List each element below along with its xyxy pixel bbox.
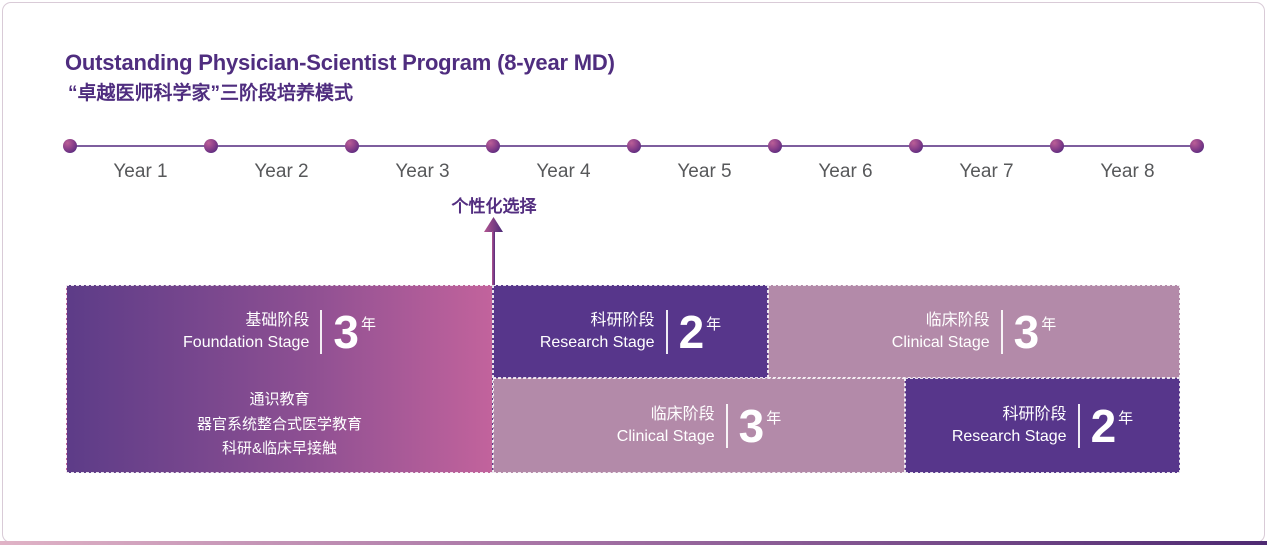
research-stage-top-block: 科研阶段 Research Stage 2 年 bbox=[493, 285, 768, 378]
timeline-dot bbox=[1050, 139, 1064, 153]
stage-divider bbox=[1077, 403, 1080, 448]
research-stage-top-label: 科研阶段 Research Stage 2 年 bbox=[494, 286, 767, 377]
page-title: Outstanding Physician-Scientist Program … bbox=[65, 50, 615, 75]
foundation-stage-details: 通识教育 器官系统整合式医学教育 科研&临床早接触 bbox=[197, 388, 362, 462]
research-stage-bottom-block: 科研阶段 Research Stage 2 年 bbox=[905, 378, 1180, 473]
clinical-stage-bottom-label: 临床阶段 Clinical Stage 3 年 bbox=[494, 379, 904, 472]
timeline-dot bbox=[204, 139, 218, 153]
stage-name-text: 临床阶段 Clinical Stage bbox=[892, 310, 990, 353]
year-label-6: Year 6 bbox=[818, 161, 873, 182]
stage-duration: 2 年 bbox=[679, 309, 722, 355]
stage-duration-unit: 年 bbox=[1118, 409, 1134, 427]
timeline-dot bbox=[909, 139, 923, 153]
stage-duration: 3 年 bbox=[739, 403, 782, 449]
personalized-choice-label: 个性化选择 bbox=[451, 197, 537, 216]
stage-name-en: Foundation Stage bbox=[183, 334, 310, 351]
stage-duration: 2 年 bbox=[1091, 403, 1134, 449]
stage-duration-unit: 年 bbox=[706, 315, 722, 333]
foundation-stage-label: 基础阶段 Foundation Stage 3 年 bbox=[67, 286, 492, 378]
foundation-detail-line: 通识教育 bbox=[249, 390, 310, 408]
stage-name-cn: 科研阶段 bbox=[590, 311, 655, 329]
arrow-up-icon bbox=[484, 217, 503, 232]
timeline-dot bbox=[627, 139, 641, 153]
year-label-4: Year 4 bbox=[536, 161, 591, 182]
timeline-dot bbox=[1190, 139, 1204, 153]
bottom-gradient-bar bbox=[0, 541, 1267, 545]
year-label-8: Year 8 bbox=[1100, 161, 1155, 182]
year-label-1: Year 1 bbox=[113, 161, 168, 182]
stage-name-cn: 临床阶段 bbox=[925, 311, 990, 329]
timeline-dot bbox=[486, 139, 500, 153]
stage-name-en: Clinical Stage bbox=[616, 427, 715, 445]
stage-duration: 3 年 bbox=[333, 309, 376, 355]
stage-duration-number: 3 bbox=[738, 399, 765, 452]
stage-name-text: 基础阶段 Foundation Stage bbox=[183, 310, 309, 353]
stage-name-cn: 科研阶段 bbox=[1002, 405, 1067, 423]
clinical-stage-top-label: 临床阶段 Clinical Stage 3 年 bbox=[769, 286, 1179, 377]
stage-divider bbox=[1000, 309, 1003, 354]
timeline-dot bbox=[345, 139, 359, 153]
stage-duration-number: 3 bbox=[1013, 305, 1040, 358]
year-label-7: Year 7 bbox=[959, 161, 1014, 182]
arrow-stem bbox=[492, 231, 495, 286]
foundation-stage-block: 基础阶段 Foundation Stage 3 年 通识教育 器官系统整合式医学… bbox=[66, 285, 493, 473]
year-label-2: Year 2 bbox=[254, 161, 309, 182]
stage-duration-number: 2 bbox=[1090, 399, 1117, 452]
stage-name-en: Research Stage bbox=[539, 333, 655, 351]
stage-name-text: 临床阶段 Clinical Stage bbox=[617, 404, 715, 447]
foundation-detail-line: 器官系统整合式医学教育 bbox=[196, 415, 362, 433]
stage-name-en: Clinical Stage bbox=[891, 333, 990, 351]
stage-duration-unit: 年 bbox=[766, 409, 782, 427]
stage-name-text: 科研阶段 Research Stage bbox=[952, 404, 1067, 447]
stage-name-cn: 临床阶段 bbox=[650, 405, 715, 423]
stage-duration-unit: 年 bbox=[360, 316, 376, 333]
stage-divider bbox=[665, 309, 668, 354]
foundation-detail-line: 科研&临床早接触 bbox=[221, 440, 337, 458]
stage-duration: 3 年 bbox=[1014, 309, 1057, 355]
timeline-dot bbox=[63, 139, 77, 153]
page-subtitle: “卓越医师科学家”三阶段培养模式 bbox=[68, 83, 354, 104]
clinical-stage-top-block: 临床阶段 Clinical Stage 3 年 bbox=[768, 285, 1180, 378]
stage-duration-number: 3 bbox=[333, 306, 359, 358]
stage-name-text: 科研阶段 Research Stage bbox=[540, 310, 655, 353]
year-label-5: Year 5 bbox=[677, 161, 732, 182]
timeline-dot bbox=[768, 139, 782, 153]
stage-divider bbox=[320, 310, 323, 354]
research-stage-bottom-label: 科研阶段 Research Stage 2 年 bbox=[906, 379, 1179, 472]
stage-name-cn: 基础阶段 bbox=[245, 312, 310, 330]
stage-name-en: Research Stage bbox=[951, 427, 1067, 445]
stage-duration-number: 2 bbox=[678, 305, 705, 358]
stage-divider bbox=[725, 403, 728, 448]
clinical-stage-bottom-block: 临床阶段 Clinical Stage 3 年 bbox=[493, 378, 905, 473]
stage-duration-unit: 年 bbox=[1041, 315, 1057, 333]
year-label-3: Year 3 bbox=[395, 161, 450, 182]
